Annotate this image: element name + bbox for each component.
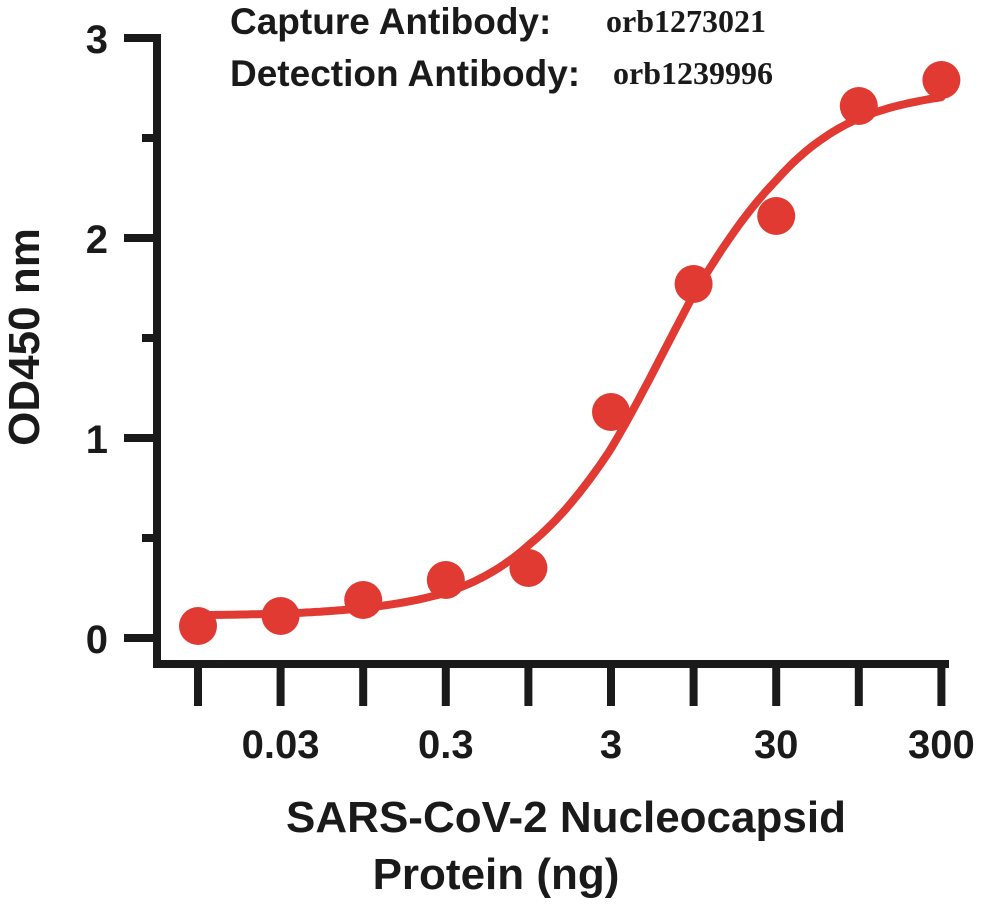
plot-area <box>179 61 961 645</box>
x-tick-label: 300 <box>908 723 975 767</box>
y-tick-label: 2 <box>86 218 108 262</box>
capture-antibody-value: orb1273021 <box>606 3 766 39</box>
data-point <box>757 197 796 235</box>
y-tick-label: 0 <box>86 618 108 662</box>
data-point <box>509 549 548 587</box>
x-tick-label: 0.3 <box>418 723 474 767</box>
data-point <box>261 597 300 635</box>
x-tick-label: 3 <box>600 723 622 767</box>
data-point <box>179 607 217 645</box>
data-point <box>344 581 383 619</box>
data-point <box>674 265 713 303</box>
y-tick-label: 3 <box>86 18 108 62</box>
axes <box>153 34 949 668</box>
y-axis-ticks: 0 1 2 3 <box>86 18 157 662</box>
antibody-annotations: Capture Antibody: orb1273021 Detection A… <box>230 1 773 94</box>
x-tick-label: 30 <box>754 723 799 767</box>
x-axis-title-line-2: Protein (ng) <box>373 850 620 899</box>
capture-antibody-label: Capture Antibody: <box>230 1 551 42</box>
y-axis-title: OD450 nm <box>0 228 49 446</box>
data-points <box>179 61 961 645</box>
y-tick-label: 1 <box>86 418 108 462</box>
data-point <box>426 561 465 599</box>
x-tick-label: 0.03 <box>242 723 320 767</box>
data-point <box>922 61 961 99</box>
fit-curve <box>194 93 946 620</box>
data-point <box>839 87 878 125</box>
detection-antibody-value: orb1239996 <box>613 55 773 91</box>
data-point <box>592 393 630 431</box>
x-axis-ticks: 0.03 0.3 3 30 300 <box>194 664 975 767</box>
x-axis-title-line-1: SARS-CoV-2 Nucleocapsid <box>286 793 846 842</box>
detection-antibody-label: Detection Antibody: <box>230 53 580 94</box>
